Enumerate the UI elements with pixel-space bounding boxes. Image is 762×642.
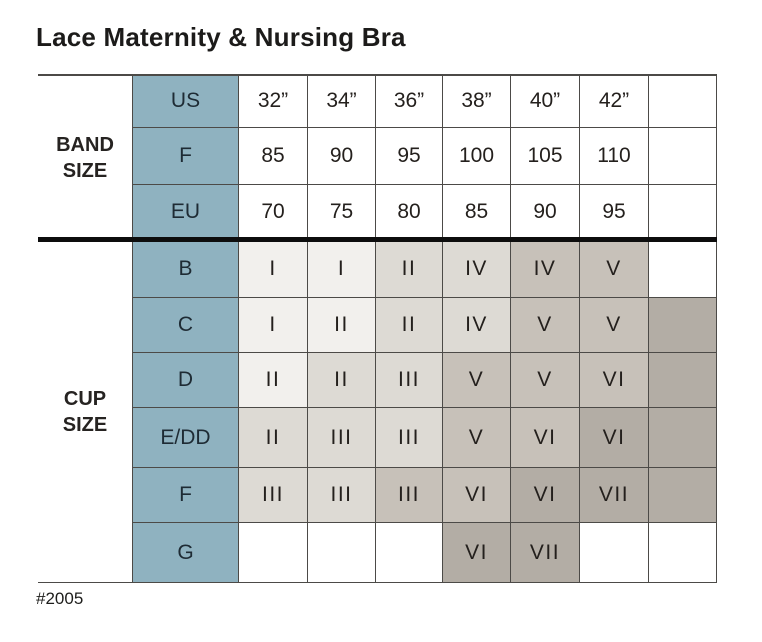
cell-c-extra bbox=[648, 298, 717, 353]
page-title: Lace Maternity & Nursing Bra bbox=[36, 22, 406, 52]
band-cup-divider bbox=[38, 237, 717, 242]
cell-c-36in: II bbox=[375, 298, 442, 353]
cell-e-dd-42in: VI bbox=[579, 408, 648, 468]
row-header-f: F bbox=[132, 468, 238, 523]
cell-us-42in: 42” bbox=[579, 75, 648, 128]
row-header-b: B bbox=[132, 240, 238, 298]
row-header-f: F bbox=[132, 128, 238, 185]
cell-eu-extra bbox=[648, 185, 717, 240]
cell-eu-36in: 80 bbox=[375, 185, 442, 240]
cell-b-38in: IV bbox=[442, 240, 510, 298]
cell-e-dd-34in: III bbox=[307, 408, 375, 468]
cell-f-40in: 105 bbox=[510, 128, 579, 185]
cell-g-42in bbox=[579, 523, 648, 583]
cell-g-38in: VI bbox=[442, 523, 510, 583]
cell-c-32in: I bbox=[238, 298, 307, 353]
cell-b-40in: IV bbox=[510, 240, 579, 298]
cell-d-32in: II bbox=[238, 353, 307, 408]
cell-b-32in: I bbox=[238, 240, 307, 298]
cell-c-34in: II bbox=[307, 298, 375, 353]
table-bottom-border bbox=[38, 581, 717, 583]
cell-us-32in: 32” bbox=[238, 75, 307, 128]
cell-e-dd-40in: VI bbox=[510, 408, 579, 468]
cell-e-dd-32in: II bbox=[238, 408, 307, 468]
cell-f-extra bbox=[648, 468, 717, 523]
cell-e-dd-36in: III bbox=[375, 408, 442, 468]
cell-f-40in: VI bbox=[510, 468, 579, 523]
cell-eu-42in: 95 bbox=[579, 185, 648, 240]
row-header-e-dd: E/DD bbox=[132, 408, 238, 468]
cell-f-38in: 100 bbox=[442, 128, 510, 185]
cell-b-42in: V bbox=[579, 240, 648, 298]
band-size-label: BAND SIZE bbox=[56, 133, 114, 182]
cell-b-34in: I bbox=[307, 240, 375, 298]
cell-eu-38in: 85 bbox=[442, 185, 510, 240]
table-top-border bbox=[38, 74, 717, 76]
cell-f-36in: III bbox=[375, 468, 442, 523]
cell-d-42in: VI bbox=[579, 353, 648, 408]
cell-us-36in: 36” bbox=[375, 75, 442, 128]
cell-us-40in: 40” bbox=[510, 75, 579, 128]
cell-g-32in bbox=[238, 523, 307, 583]
cell-f-36in: 95 bbox=[375, 128, 442, 185]
cup-size-label: CUP SIZE bbox=[62, 387, 108, 436]
cell-d-40in: V bbox=[510, 353, 579, 408]
cell-eu-32in: 70 bbox=[238, 185, 307, 240]
cell-g-extra bbox=[648, 523, 717, 583]
row-header-c: C bbox=[132, 298, 238, 353]
cell-eu-40in: 90 bbox=[510, 185, 579, 240]
cell-f-42in: VII bbox=[579, 468, 648, 523]
row-header-eu: EU bbox=[132, 185, 238, 240]
cell-f-42in: 110 bbox=[579, 128, 648, 185]
cell-us-38in: 38” bbox=[442, 75, 510, 128]
cell-f-34in: III bbox=[307, 468, 375, 523]
cell-c-38in: IV bbox=[442, 298, 510, 353]
cell-f-extra bbox=[648, 128, 717, 185]
cell-f-34in: 90 bbox=[307, 128, 375, 185]
cell-e-dd-38in: V bbox=[442, 408, 510, 468]
row-header-g: G bbox=[132, 523, 238, 583]
cell-f-38in: VI bbox=[442, 468, 510, 523]
cell-f-32in: 85 bbox=[238, 128, 307, 185]
cell-d-extra bbox=[648, 353, 717, 408]
cell-d-36in: III bbox=[375, 353, 442, 408]
cell-b-extra bbox=[648, 240, 717, 298]
cell-d-38in: V bbox=[442, 353, 510, 408]
cell-e-dd-extra bbox=[648, 408, 717, 468]
row-header-us: US bbox=[132, 75, 238, 128]
cell-g-40in: VII bbox=[510, 523, 579, 583]
cell-b-36in: II bbox=[375, 240, 442, 298]
size-table: BAND SIZE CUP SIZE US 32” 34” 36” 38” 40” 42” F… bbox=[38, 75, 717, 583]
cell-eu-34in: 75 bbox=[307, 185, 375, 240]
cell-g-36in bbox=[375, 523, 442, 583]
cell-us-extra bbox=[648, 75, 717, 128]
cell-f-32in: III bbox=[238, 468, 307, 523]
cell-d-34in: II bbox=[307, 353, 375, 408]
cell-us-34in: 34” bbox=[307, 75, 375, 128]
row-header-d: D bbox=[132, 353, 238, 408]
cell-g-34in bbox=[307, 523, 375, 583]
cell-c-42in: V bbox=[579, 298, 648, 353]
cell-c-40in: V bbox=[510, 298, 579, 353]
style-number: #2005 bbox=[36, 589, 84, 608]
